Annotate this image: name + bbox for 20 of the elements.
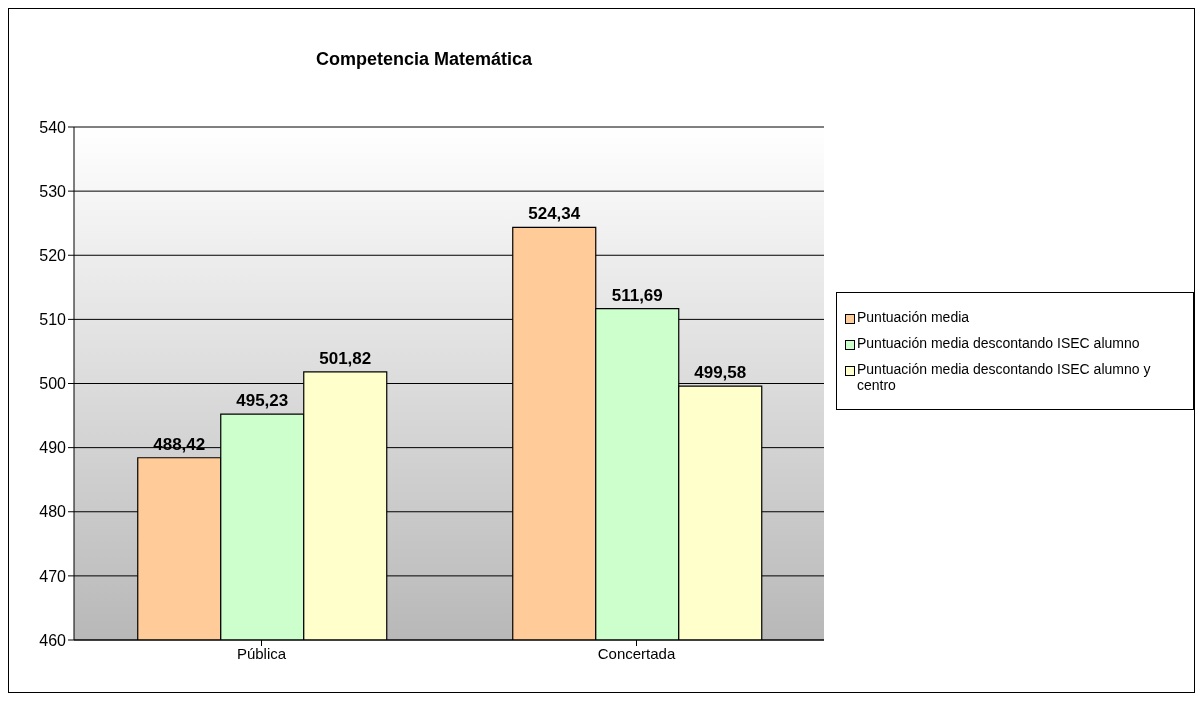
y-tick-label: 500 xyxy=(39,375,67,393)
data-label: 501,82 xyxy=(319,348,372,368)
y-tick-label: 540 xyxy=(39,118,67,136)
y-tick-label: 480 xyxy=(39,503,67,521)
data-label: 524,34 xyxy=(528,204,581,224)
y-tick-label: 470 xyxy=(39,567,67,585)
data-label: 511,69 xyxy=(611,285,663,305)
legend-label: Puntuación media descontando ISEC alumno y centro xyxy=(857,360,1152,393)
data-label: 495,23 xyxy=(236,391,289,411)
y-tick-label: 520 xyxy=(39,246,67,264)
legend-label: Puntuación media descontando ISEC alumno xyxy=(857,334,1140,351)
y-tick-label: 530 xyxy=(39,182,67,200)
legend-label: Puntuación media xyxy=(857,308,970,325)
data-label: 499,58 xyxy=(694,363,747,383)
y-tick-label: 510 xyxy=(39,311,67,329)
y-tick-label: 460 xyxy=(39,631,67,649)
x-tick-label: Pública xyxy=(236,644,287,662)
y-tick-label: 490 xyxy=(39,439,67,457)
x-tick-label: Concertada xyxy=(597,644,676,662)
chart-title: Competencia Matemática xyxy=(314,49,534,70)
